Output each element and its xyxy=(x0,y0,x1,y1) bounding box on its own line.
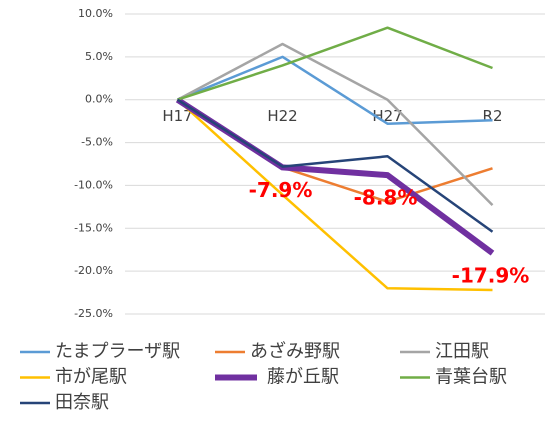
series-line xyxy=(176,98,494,233)
x-tick-label: H17 xyxy=(162,107,192,125)
y-tick-label: -25.0% xyxy=(74,307,113,320)
legend-label: 田奈駅 xyxy=(55,392,109,413)
x-tick-label: R2 xyxy=(483,107,503,125)
legend-label: 藤が丘駅 xyxy=(267,367,339,388)
series-line xyxy=(176,98,493,203)
y-tick-label: 5.0% xyxy=(85,50,113,63)
series-line xyxy=(176,98,493,292)
legend-label: 江田駅 xyxy=(435,341,489,362)
legend-label: 市が尾駅 xyxy=(55,367,127,388)
y-tick-label: -15.0% xyxy=(74,221,113,234)
legend-label: たまプラーザ駅 xyxy=(55,341,180,362)
x-tick-label: H22 xyxy=(267,107,297,125)
data-label: -17.9% xyxy=(452,264,530,288)
y-tick-label: -20.0% xyxy=(74,264,113,277)
series-line xyxy=(177,26,493,101)
legend-label: 青葉台駅 xyxy=(435,367,507,388)
legend-label: あざみ野駅 xyxy=(250,340,340,362)
series-line xyxy=(176,42,494,207)
series-line xyxy=(177,55,493,125)
data-label: -8.8% xyxy=(354,186,418,210)
data-label: -7.9% xyxy=(249,178,313,202)
y-tick-label: -10.0% xyxy=(74,178,113,191)
y-tick-label: 0.0% xyxy=(85,93,113,106)
x-tick-label: H27 xyxy=(372,107,402,125)
y-tick-label: 10.0% xyxy=(78,7,113,20)
y-tick-label: -5.0% xyxy=(81,136,113,149)
